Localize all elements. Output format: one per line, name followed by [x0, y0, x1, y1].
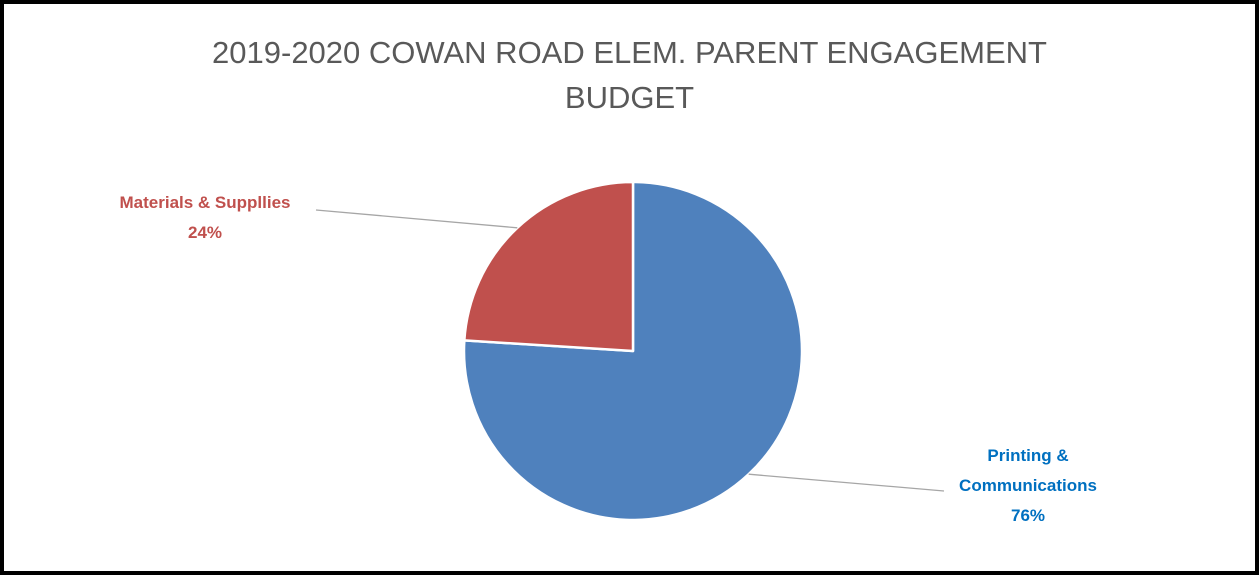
leader-line-1: [315, 209, 518, 229]
data-label-category: Communications: [959, 476, 1097, 495]
leader-line-0: [748, 473, 945, 492]
data-label-category: Printing &: [987, 446, 1068, 465]
data-label-percent: 76%: [1011, 506, 1045, 525]
pie-slice-0: [462, 180, 804, 522]
pie-slice-1: [463, 180, 635, 353]
data-label-0: Printing & Communications 76%: [959, 446, 1097, 525]
chart-title: 2019-2020 COWAN ROAD ELEM. PARENT ENGAGE…: [0, 30, 1259, 120]
chart-title-line-2: BUDGET: [564, 80, 695, 115]
data-label-1: Materials & Suppllies 24%: [120, 193, 291, 242]
data-label-category: Materials & Suppllies: [120, 193, 291, 212]
chart-title-line-1: 2019-2020 COWAN ROAD ELEM. PARENT ENGAGE…: [212, 35, 1047, 70]
data-label-percent: 24%: [188, 223, 222, 242]
